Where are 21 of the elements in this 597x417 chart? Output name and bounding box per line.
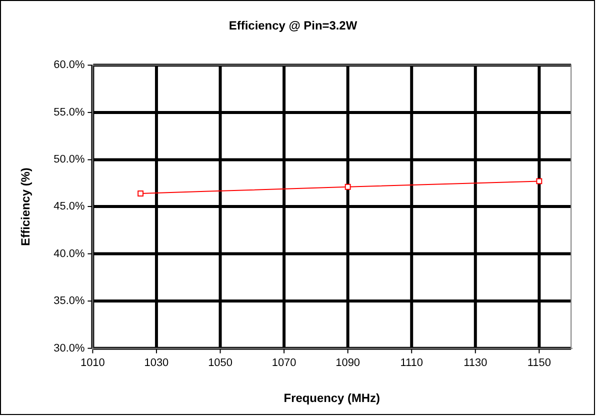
y-tick-label: 35.0% <box>54 295 85 308</box>
x-tick-label: 1110 <box>400 356 423 369</box>
y-tick-label: 45.0% <box>54 200 85 213</box>
x-tick-label: 1010 <box>80 356 105 369</box>
y-tick-label: 30.0% <box>54 342 85 354</box>
point <box>138 190 144 196</box>
x-tick-label: 1070 <box>272 356 296 369</box>
x-tick-label: 1050 <box>208 356 232 369</box>
x-tick-label: 1130 <box>464 356 488 369</box>
x-axis-title: Frequency (MHz) <box>284 391 380 406</box>
x-tick-label: 1030 <box>144 356 169 369</box>
chart-title: Efficiency @ Pin=3.2W <box>228 18 358 32</box>
y-tick-label: 60.0% <box>54 59 85 72</box>
x-tick-label: 1090 <box>336 356 360 369</box>
y-axis-title: Efficiency (%) <box>18 168 32 246</box>
y-tick-label: 55.0% <box>54 106 85 118</box>
y-tick-label: 40.0% <box>54 248 85 260</box>
x-tick-label: 1150 <box>527 356 551 369</box>
point <box>344 184 351 190</box>
point <box>536 178 542 184</box>
y-tick-label: 50.0% <box>54 154 85 166</box>
